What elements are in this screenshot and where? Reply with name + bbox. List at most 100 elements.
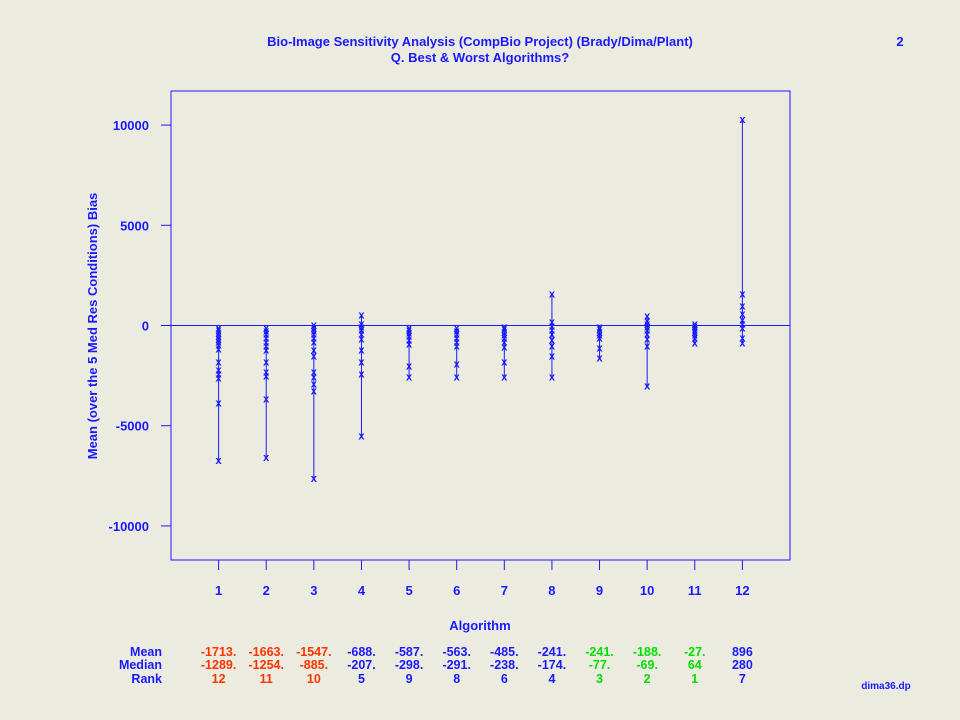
data-point: x xyxy=(739,323,746,335)
table-cell-rank: 2 xyxy=(644,672,651,686)
data-point: x xyxy=(216,340,223,352)
x-tick-label: 3 xyxy=(310,583,317,598)
data-point: x xyxy=(216,398,223,410)
table-cell-median: -298. xyxy=(395,658,424,672)
data-point: x xyxy=(692,321,699,333)
data-point: x xyxy=(501,372,508,384)
data-point: x xyxy=(216,373,223,385)
data-point: x xyxy=(596,327,603,339)
data-point: x xyxy=(263,345,270,357)
data-point: x xyxy=(692,323,699,335)
summary-table: MeanMedianRank-1713.-1289.12-1663.-1254.… xyxy=(119,645,753,686)
filename-label: dima36.dp xyxy=(861,681,910,692)
data-point: x xyxy=(216,331,223,343)
data-point: x xyxy=(358,334,365,346)
data-point: x xyxy=(596,330,603,342)
table-row-label: Rank xyxy=(131,672,162,686)
data-point: x xyxy=(311,379,318,391)
data-point: x xyxy=(454,323,461,335)
y-axis: -10000 -5000 0 5000 10000 xyxy=(109,118,171,534)
table-cell-median: -207. xyxy=(347,658,376,672)
data-point: x xyxy=(692,325,699,337)
data-point: x xyxy=(549,341,556,353)
data-point: x xyxy=(644,341,651,353)
x-tick-label: 5 xyxy=(405,583,412,598)
table-cell-mean: -563. xyxy=(442,645,471,659)
table-cell-mean: -1663. xyxy=(249,645,284,659)
data-point: x xyxy=(501,322,508,334)
data-point: x xyxy=(358,309,365,321)
data-point: x xyxy=(216,334,223,346)
data-point: x xyxy=(263,337,270,349)
data-point: x xyxy=(692,318,699,330)
data-point: x xyxy=(311,345,318,357)
data-point: x xyxy=(692,327,699,339)
data-point: x xyxy=(739,300,746,312)
data-point: x xyxy=(263,452,270,464)
y-tick-label: 0 xyxy=(142,319,149,334)
data-point: x xyxy=(216,337,223,349)
x-tick-label: 8 xyxy=(548,583,555,598)
table-cell-median: 280 xyxy=(732,658,753,672)
table-row-label: Mean xyxy=(130,645,162,659)
table-row-label: Median xyxy=(119,658,162,672)
data-point: x xyxy=(549,372,556,384)
data-point: x xyxy=(263,326,270,338)
data-point: x xyxy=(549,335,556,347)
data-point: x xyxy=(263,323,270,335)
table-cell-mean: -587. xyxy=(395,645,424,659)
data-point: x xyxy=(596,322,603,334)
data-point: x xyxy=(739,308,746,320)
y-axis-label: Mean (over the 5 Med Res Conditions) Bia… xyxy=(85,193,100,460)
table-cell-rank: 12 xyxy=(212,672,226,686)
data-point: x xyxy=(596,353,603,365)
data-point: x xyxy=(644,329,651,341)
table-cell-rank: 7 xyxy=(739,672,746,686)
x-axis-label: Algorithm xyxy=(449,618,510,633)
data-point: x xyxy=(692,330,699,342)
data-point: x xyxy=(216,365,223,377)
table-cell-mean: -1713. xyxy=(201,645,236,659)
data-point: x xyxy=(644,381,651,393)
data-point: x xyxy=(501,327,508,339)
data-point: x xyxy=(644,315,651,327)
data-point: x xyxy=(739,314,746,326)
data-point: x xyxy=(501,342,508,354)
data-point: x xyxy=(358,357,365,369)
data-point: x xyxy=(501,333,508,345)
data-point: x xyxy=(454,333,461,345)
chart-subtitle: Q. Best & Worst Algorithms? xyxy=(391,50,569,65)
x-tick-label: 11 xyxy=(688,583,702,598)
data-point: x xyxy=(549,351,556,363)
data-point: x xyxy=(596,324,603,336)
y-tick-label: 5000 xyxy=(120,218,149,233)
data-point: x xyxy=(644,310,651,322)
data-point: x xyxy=(501,357,508,369)
data-point: x xyxy=(406,339,413,351)
data-point: x xyxy=(644,325,651,337)
table-cell-mean: -188. xyxy=(633,645,662,659)
data-point: x xyxy=(311,337,318,349)
data-point: x xyxy=(644,322,651,334)
table-cell-rank: 11 xyxy=(260,672,273,686)
table-cell-mean: -241. xyxy=(585,645,614,659)
table-cell-rank: 6 xyxy=(501,672,508,686)
x-tick-label: 4 xyxy=(358,583,366,598)
data-point: x xyxy=(311,323,318,335)
data-point: x xyxy=(311,386,318,398)
data-point: x xyxy=(311,351,318,363)
data-point: x xyxy=(739,114,746,126)
table-cell-median: -238. xyxy=(490,658,519,672)
data-point: x xyxy=(454,372,461,384)
data-point: x xyxy=(501,330,508,342)
data-point: x xyxy=(454,337,461,349)
data-point: x xyxy=(216,357,223,369)
table-cell-mean: -27. xyxy=(684,645,706,659)
data-point: x xyxy=(501,324,508,336)
x-tick-label: 10 xyxy=(640,583,654,598)
data-point: x xyxy=(216,455,223,467)
data-point: x xyxy=(739,333,746,345)
data-point: x xyxy=(644,318,651,330)
table-cell-median: -885. xyxy=(300,658,329,672)
data-point: x xyxy=(454,326,461,338)
